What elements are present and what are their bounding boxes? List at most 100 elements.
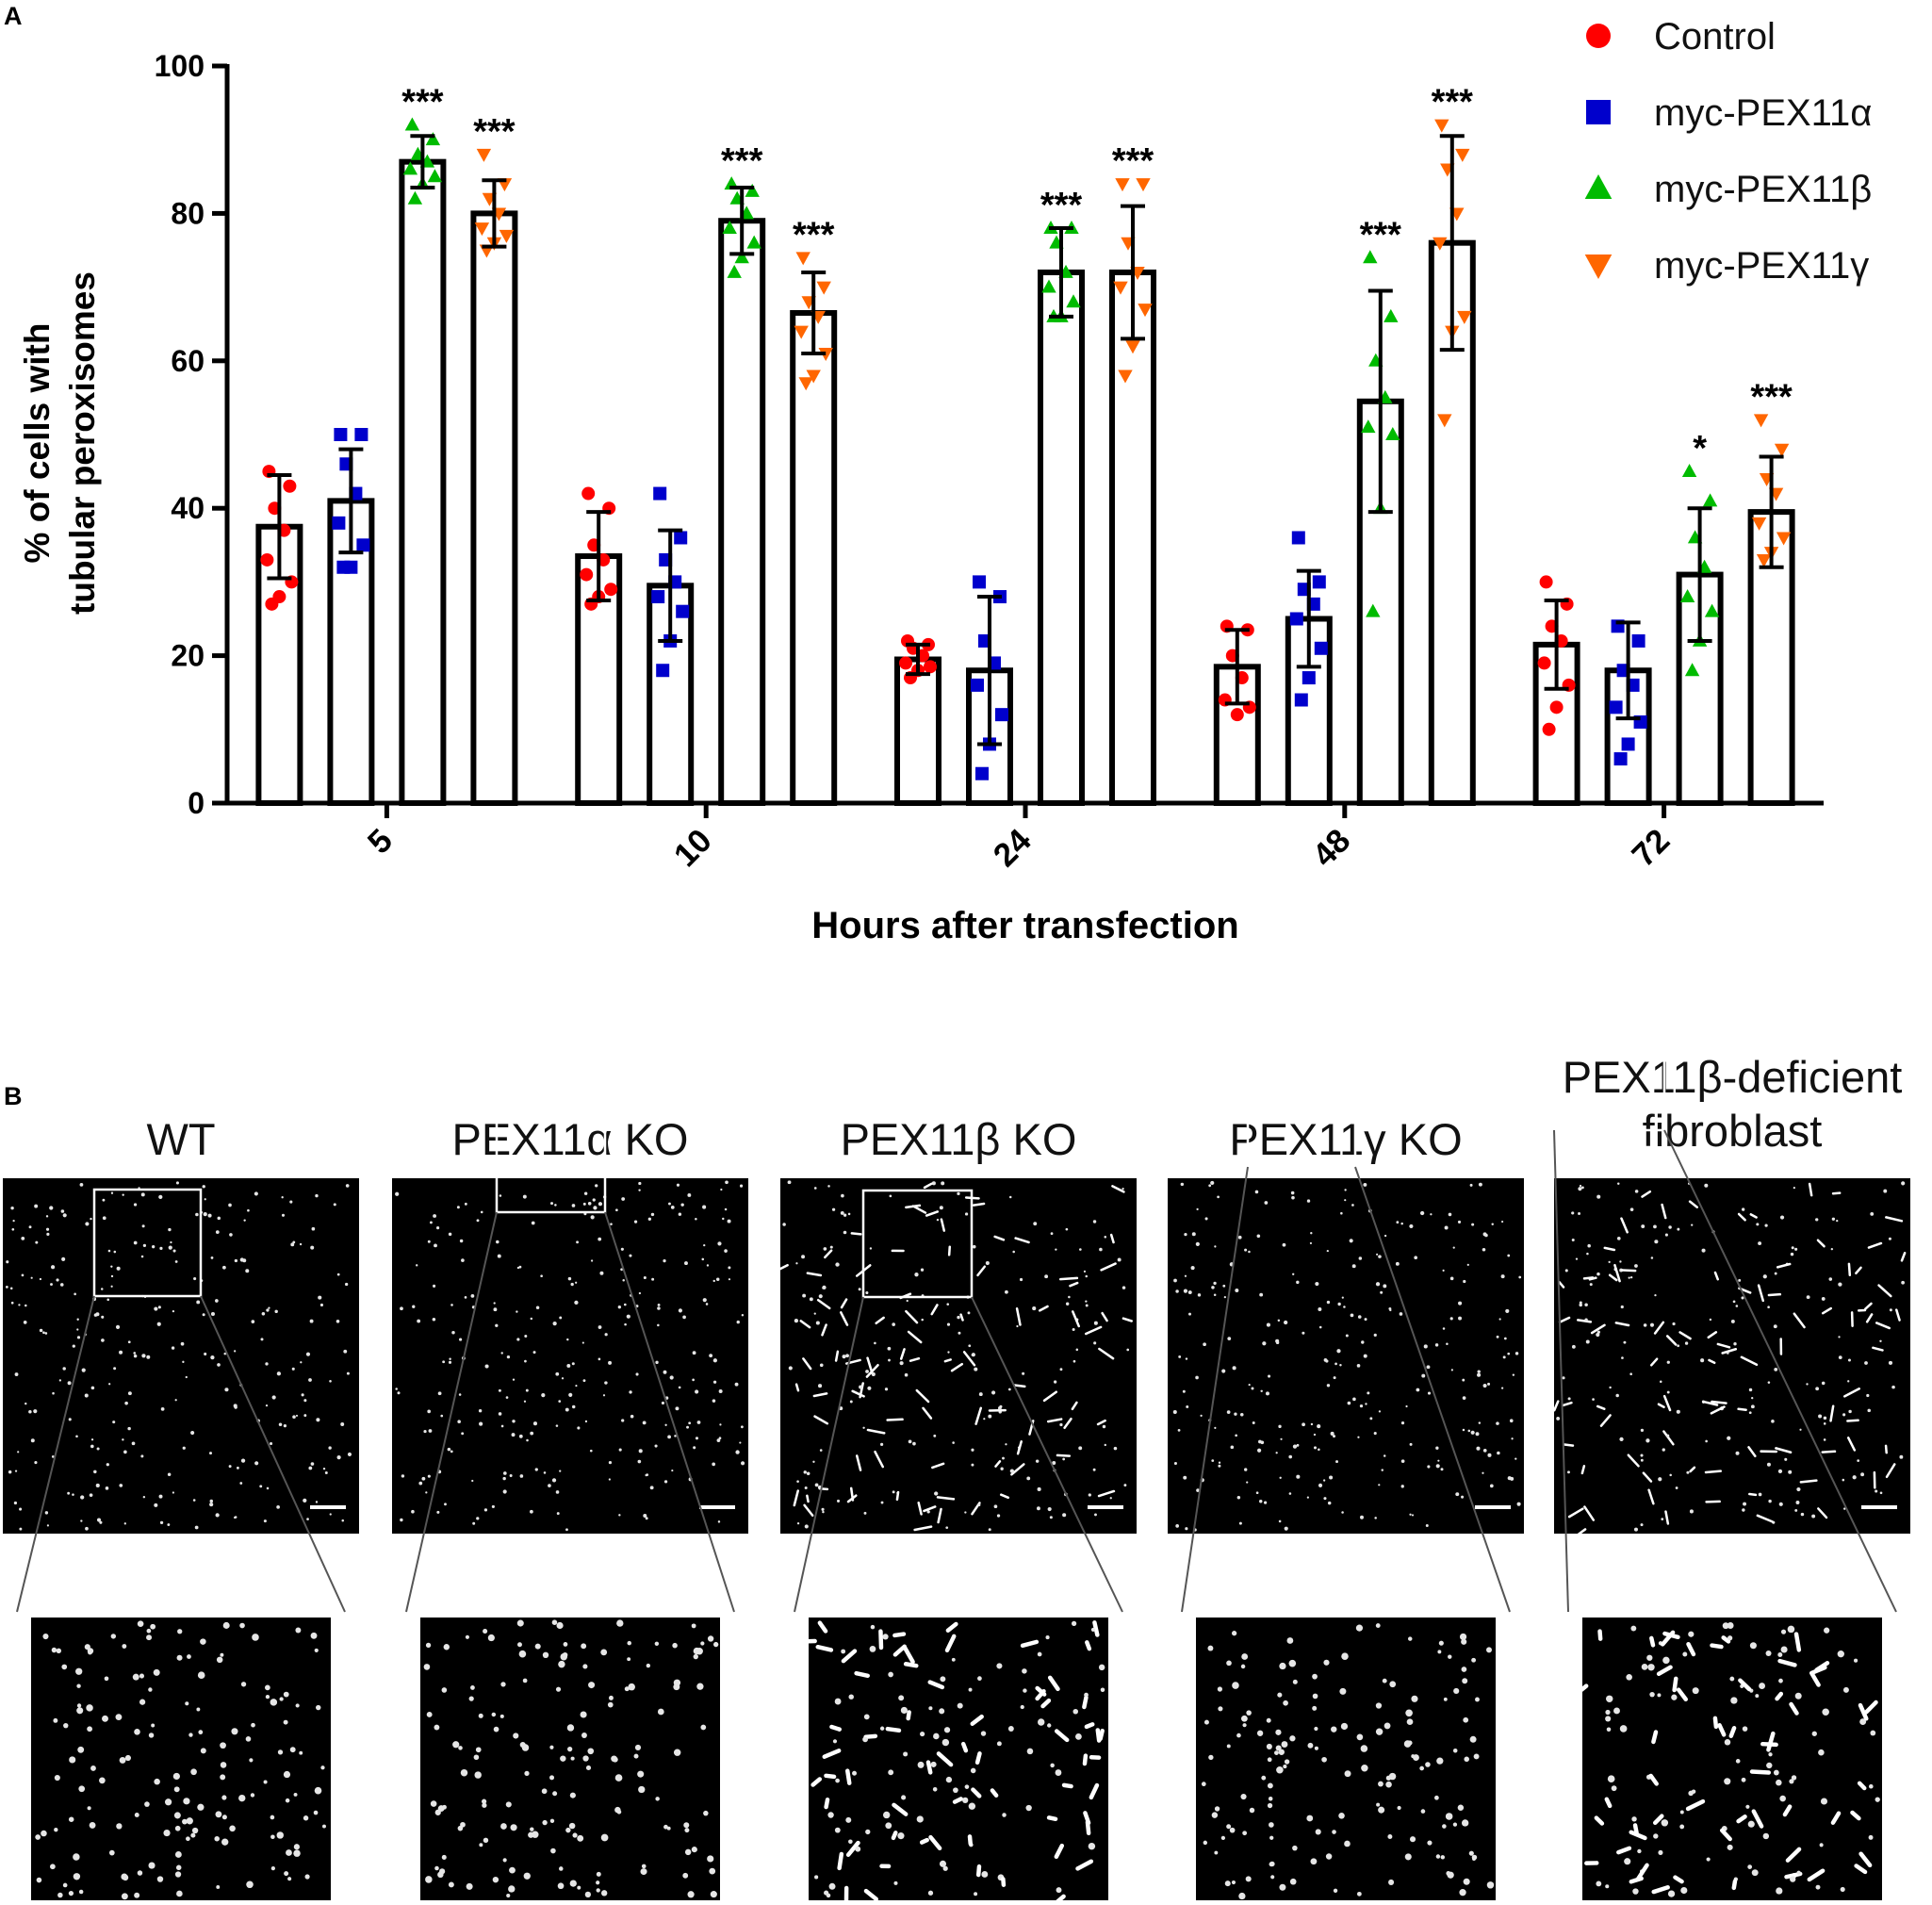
peroxisome-dot [932,1786,938,1792]
peroxisome-dot [974,1892,978,1897]
peroxisome-tubule [1040,1698,1052,1709]
peroxisome-dot [1512,1373,1515,1376]
peroxisome-dot [1326,1249,1329,1253]
peroxisome-dot [946,1303,950,1306]
peroxisome-dot [620,1268,624,1272]
peroxisome-dot [1462,1428,1465,1432]
peroxisome-tubule [1649,1357,1659,1367]
peroxisome-dot [534,1643,541,1650]
significance-label: *** [1040,186,1083,225]
peroxisome-dot [1788,1470,1793,1474]
peroxisome-dot [953,1787,958,1794]
peroxisome-dot [308,1466,313,1470]
peroxisome-dot [1284,1320,1288,1325]
peroxisome-tubule [1708,1358,1716,1365]
peroxisome-dot [1364,1318,1367,1322]
peroxisome-dot [882,1634,889,1640]
peroxisome-tubule [1101,1311,1108,1322]
peroxisome-dot [1777,1652,1783,1658]
peroxisome-dot [1373,1432,1377,1436]
peroxisome-tubule [1704,1470,1723,1474]
peroxisome-dot [618,1448,622,1452]
peroxisome-dot [650,1212,655,1217]
peroxisome-dot [576,1240,580,1244]
peroxisome-tubule [1775,1447,1793,1454]
peroxisome-dot [461,1258,465,1262]
peroxisome-dot [1486,1881,1495,1889]
peroxisome-tubule [1661,1203,1667,1220]
peroxisome-dot [1218,1706,1223,1712]
peroxisome-tubule [1710,1405,1726,1415]
peroxisome-dot [436,1226,440,1230]
peroxisome-dot [1256,1234,1261,1239]
peroxisome-dot [1646,1654,1653,1661]
peroxisome-dot [1661,1518,1664,1521]
peroxisome-dot [426,1712,433,1717]
peroxisome-dot [988,1528,991,1532]
peroxisome-dot [518,1265,522,1269]
peroxisome-dot [535,1306,540,1309]
peroxisome-dot [1232,1366,1236,1371]
peroxisome-dot [618,1514,621,1517]
peroxisome-dot [1246,1481,1249,1484]
peroxisome-dot [1842,1686,1849,1693]
peroxisome-dot [867,1386,872,1390]
peroxisome-dot [1055,1769,1062,1776]
peroxisome-dot [1344,1199,1347,1202]
peroxisome-dot [44,1332,48,1335]
peroxisome-dot [215,1230,220,1235]
peroxisome-dot [1629,1275,1633,1279]
peroxisome-dot [1701,1248,1706,1253]
peroxisome-dot [608,1460,613,1465]
peroxisome-dot [865,1370,869,1373]
peroxisome-dot [602,1394,606,1397]
peroxisome-dot [607,1701,614,1708]
peroxisome-dot [1848,1409,1852,1414]
peroxisome-tubule [815,1644,834,1652]
micrograph-overview [3,1178,359,1534]
peroxisome-dot [678,1212,682,1216]
peroxisome-dot [89,1821,96,1829]
peroxisome-tubule [919,1837,929,1845]
peroxisome-dot [696,1647,703,1655]
peroxisome-dot [84,1393,89,1398]
peroxisome-dot [1623,1340,1627,1344]
peroxisome-dot [423,1664,431,1670]
peroxisome-dot [1852,1475,1857,1480]
peroxisome-dot [174,1825,181,1831]
peroxisome-dot [558,1660,565,1668]
peroxisome-dot [1241,1715,1248,1722]
peroxisome-dot [1724,1739,1731,1746]
peroxisome-dot [588,1682,596,1689]
data-point [356,538,370,552]
peroxisome-dot [1068,1295,1071,1299]
peroxisome-dot [988,1414,992,1419]
data-point [1613,752,1628,766]
peroxisome-dot [566,1724,575,1732]
peroxisome-dot [140,1255,144,1258]
peroxisome-tubule [1035,1688,1046,1701]
peroxisome-dot [190,1768,197,1776]
peroxisome-dot [577,1426,581,1430]
peroxisome-dot [1442,1269,1445,1272]
peroxisome-dot [442,1360,446,1364]
peroxisome-tubule [970,1714,984,1726]
data-point [734,250,749,264]
bar [399,158,447,807]
peroxisome-dot [1185,1357,1188,1360]
peroxisome-dot [345,1282,349,1287]
peroxisome-dot [1262,1341,1267,1346]
micrograph-title: PEX11γ KO [1229,1114,1462,1164]
peroxisome-dot [1778,1502,1783,1506]
peroxisome-dot [1507,1476,1512,1481]
error-bars-layer [267,134,1784,747]
peroxisome-dot [720,1188,723,1191]
peroxisome-dot [131,1441,136,1446]
peroxisome-dot [236,1466,239,1470]
peroxisome-dot [464,1296,467,1299]
peroxisome-dot [559,1316,563,1320]
peroxisome-dot [502,1858,507,1863]
peroxisome-tubule [851,1389,865,1398]
peroxisome-dot [336,1273,340,1276]
peroxisome-dot [101,1315,105,1319]
